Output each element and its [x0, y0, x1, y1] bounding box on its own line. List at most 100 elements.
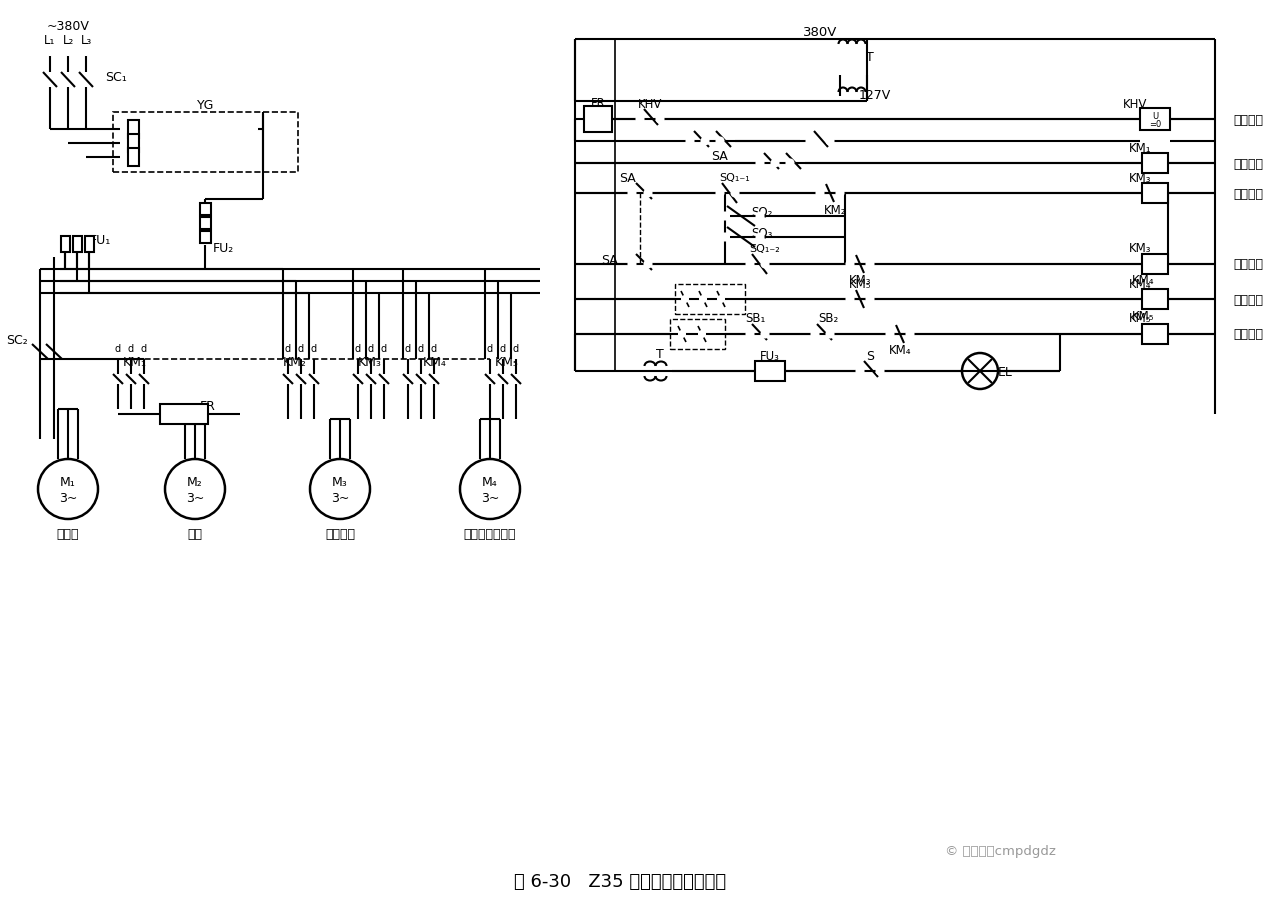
- Bar: [1140, 108, 1170, 130]
- Bar: [73, 237, 82, 253]
- Circle shape: [223, 126, 230, 134]
- Text: 主柱夹紧与松开: 主柱夹紧与松开: [463, 528, 516, 541]
- Circle shape: [867, 261, 873, 268]
- Text: ~380V: ~380V: [47, 19, 90, 32]
- Text: d: d: [486, 344, 493, 354]
- Circle shape: [223, 140, 230, 148]
- Circle shape: [722, 213, 728, 221]
- Text: KM₅: KM₅: [849, 278, 872, 290]
- Text: KHV: KHV: [637, 97, 662, 110]
- Bar: [1142, 255, 1167, 275]
- Bar: [669, 320, 724, 349]
- Text: 3~: 3~: [481, 491, 499, 504]
- Circle shape: [717, 139, 723, 145]
- Circle shape: [731, 190, 739, 198]
- Circle shape: [827, 139, 833, 145]
- Bar: [60, 237, 69, 253]
- Text: SA: SA: [620, 171, 636, 185]
- Circle shape: [701, 139, 709, 145]
- Circle shape: [906, 331, 914, 338]
- Text: T: T: [657, 347, 664, 360]
- Bar: [200, 218, 210, 230]
- Text: SB₂: SB₂: [818, 312, 838, 325]
- Text: 127V: 127V: [859, 88, 891, 101]
- Circle shape: [636, 117, 644, 123]
- Text: KM₁: KM₁: [123, 355, 147, 369]
- Circle shape: [806, 139, 814, 145]
- Text: FU₃: FU₃: [760, 349, 780, 362]
- Bar: [113, 113, 298, 173]
- Circle shape: [628, 190, 635, 198]
- Text: KM₅: KM₅: [1129, 312, 1151, 325]
- Text: d: d: [381, 344, 387, 354]
- Bar: [584, 107, 612, 133]
- Text: d: d: [367, 344, 374, 354]
- Circle shape: [837, 190, 844, 198]
- Text: EL: EL: [997, 365, 1012, 378]
- Bar: [128, 121, 138, 139]
- Text: 3~: 3~: [59, 491, 77, 504]
- Text: T: T: [867, 51, 874, 63]
- Text: SC₂: SC₂: [6, 333, 28, 346]
- Text: KM₃: KM₃: [1129, 243, 1151, 255]
- Text: L₃: L₃: [81, 33, 92, 47]
- Text: S: S: [867, 349, 874, 362]
- Text: KM₅: KM₅: [1132, 309, 1155, 323]
- Circle shape: [762, 261, 768, 268]
- Text: SQ₁₋₁: SQ₁₋₁: [719, 173, 750, 183]
- Text: 主轴旋转: 主轴旋转: [1233, 157, 1263, 170]
- Text: d: d: [404, 344, 411, 354]
- Text: M₄: M₄: [483, 475, 498, 488]
- Text: d: d: [431, 344, 436, 354]
- Text: d: d: [128, 344, 134, 354]
- Circle shape: [756, 160, 763, 167]
- Text: 摇臂下降: 摇臂下降: [1233, 258, 1263, 271]
- Text: d: d: [419, 344, 424, 354]
- Text: 图 6-30   Z35 型摇臂钻床控制电路: 图 6-30 Z35 型摇臂钻床控制电路: [515, 872, 726, 890]
- Circle shape: [722, 234, 728, 241]
- Circle shape: [846, 261, 854, 268]
- Text: d: d: [500, 344, 506, 354]
- Text: KM₄: KM₄: [888, 344, 911, 357]
- Text: KM₁: KM₁: [1129, 142, 1151, 154]
- Text: KM₄: KM₄: [1129, 278, 1151, 290]
- Circle shape: [856, 369, 864, 375]
- Circle shape: [817, 190, 823, 198]
- Text: YG: YG: [197, 98, 214, 111]
- Circle shape: [867, 296, 873, 303]
- Text: KHV: KHV: [1123, 97, 1147, 110]
- Circle shape: [717, 190, 723, 198]
- Bar: [1142, 153, 1167, 174]
- Text: 主柱松开: 主柱松开: [1233, 293, 1263, 306]
- Circle shape: [786, 160, 794, 167]
- Text: SC₁: SC₁: [105, 71, 127, 84]
- Circle shape: [812, 331, 818, 338]
- Circle shape: [645, 190, 652, 198]
- Circle shape: [762, 331, 768, 338]
- Text: M₃: M₃: [332, 475, 348, 488]
- Text: d: d: [141, 344, 147, 354]
- Text: SQ₁₋₂: SQ₁₋₂: [750, 244, 781, 254]
- Text: L₂: L₂: [63, 33, 74, 47]
- Circle shape: [846, 296, 854, 303]
- Text: KM₂: KM₂: [283, 355, 307, 369]
- Circle shape: [756, 213, 763, 221]
- Text: d: d: [285, 344, 291, 354]
- Circle shape: [82, 48, 90, 56]
- Text: 3~: 3~: [330, 491, 349, 504]
- Circle shape: [718, 297, 724, 302]
- Circle shape: [645, 261, 652, 268]
- Text: d: d: [115, 344, 122, 354]
- Text: KM₃: KM₃: [358, 355, 381, 369]
- Circle shape: [678, 332, 685, 337]
- Circle shape: [223, 153, 230, 162]
- Circle shape: [877, 369, 883, 375]
- Circle shape: [827, 331, 833, 338]
- Text: M₂: M₂: [187, 475, 202, 488]
- Bar: [160, 404, 209, 425]
- Text: d: d: [311, 344, 317, 354]
- Text: 主柱夹紧: 主柱夹紧: [1233, 328, 1263, 341]
- Circle shape: [657, 117, 663, 123]
- Text: FU₁: FU₁: [90, 233, 111, 246]
- Bar: [1142, 324, 1167, 345]
